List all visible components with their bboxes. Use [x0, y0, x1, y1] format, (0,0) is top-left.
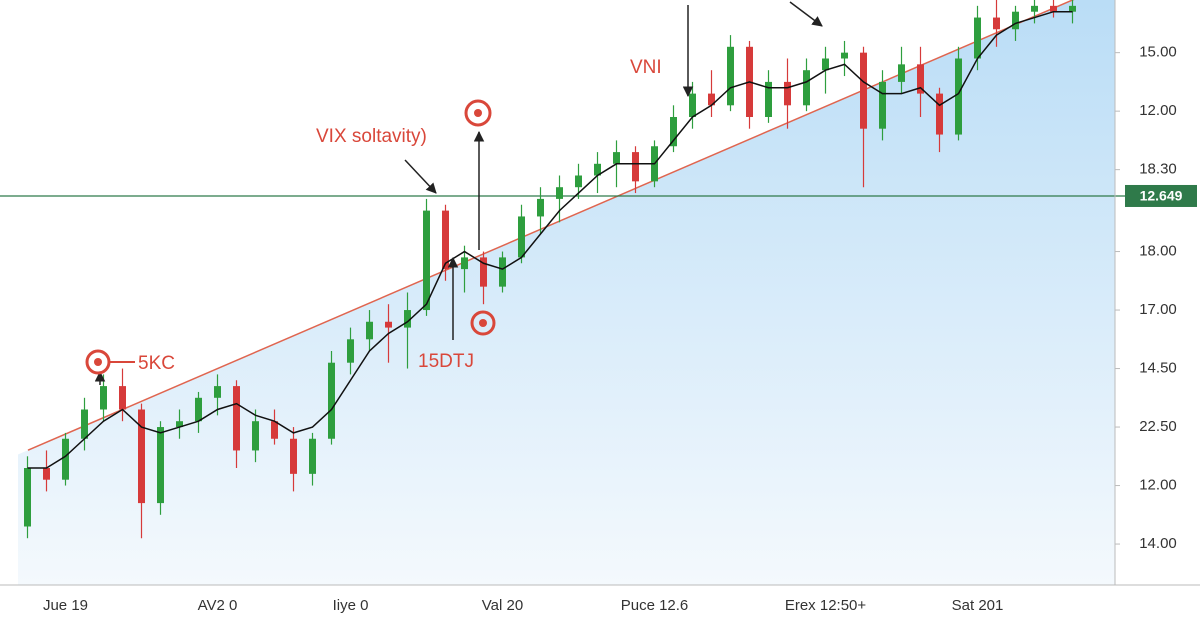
y-tick-label: 22.50 — [1139, 418, 1177, 435]
candle-body — [442, 210, 449, 270]
candle-body — [518, 216, 525, 258]
candle-body — [1012, 11, 1019, 30]
annotation: VIX soltavity) — [316, 126, 427, 147]
annotation-markers — [85, 1, 823, 385]
candle-body — [784, 81, 791, 106]
candle-body — [480, 257, 487, 287]
x-tick-label: Puce 12.6 — [621, 597, 689, 614]
candle-body — [594, 163, 601, 176]
candle-body — [765, 81, 772, 117]
moving-average — [27, 10, 1073, 469]
candle-body — [404, 310, 411, 328]
candle-body — [366, 321, 373, 340]
candle-body — [879, 81, 886, 129]
candle-body — [898, 64, 905, 82]
y-tick-label: 17.00 — [1139, 301, 1177, 318]
candle-body — [822, 58, 829, 71]
candle-body — [917, 64, 924, 94]
candle-body — [385, 321, 392, 328]
x-tick-label: Jue 19 — [43, 597, 88, 614]
y-tick-label: 14.00 — [1139, 535, 1177, 552]
candle-body — [860, 52, 867, 129]
candle-body — [803, 70, 810, 106]
arrow — [789, 1, 823, 27]
candle-body — [157, 427, 164, 504]
candle-body — [252, 421, 259, 451]
price-label-box — [1125, 184, 1197, 207]
candle-body — [328, 362, 335, 439]
candle-body — [24, 468, 31, 527]
candle-body — [271, 421, 278, 439]
candle-body — [974, 17, 981, 59]
candle-body — [1050, 5, 1057, 12]
candle-body — [81, 409, 88, 439]
x-tick-label: Iiye 0 — [333, 597, 369, 614]
target-icon — [85, 349, 111, 375]
candle-body — [309, 438, 316, 474]
candle-body — [138, 409, 145, 504]
candle-body — [214, 386, 221, 398]
candle-body — [841, 52, 848, 59]
candle-body — [461, 257, 468, 270]
candle-body — [575, 175, 582, 188]
target-icon — [470, 310, 496, 336]
candle-body — [233, 386, 240, 451]
x-tick-label: Sat 201 — [952, 597, 1004, 614]
candle-body — [43, 468, 50, 480]
candle-body — [62, 438, 69, 480]
x-tick-label: Val 20 — [482, 597, 523, 614]
candle-body — [537, 198, 544, 217]
arrow — [404, 159, 437, 194]
candle-body — [1069, 5, 1076, 12]
candle-body — [708, 93, 715, 106]
y-tick-label: 18.30 — [1139, 161, 1177, 178]
annotation: 15DTJ — [418, 351, 474, 372]
candle-body — [727, 46, 734, 106]
candle-body — [955, 58, 962, 135]
y-tick-label: 12.00 — [1139, 102, 1177, 119]
x-tick-label: AV2 0 — [198, 597, 238, 614]
y-tick-label: 15.00 — [1139, 44, 1177, 61]
trendline — [27, 0, 1075, 451]
candle-body — [176, 421, 183, 428]
candle-body — [1031, 5, 1038, 12]
candle-body — [936, 93, 943, 135]
candle-body — [632, 152, 639, 182]
candle-body — [670, 117, 677, 147]
candle-body — [556, 187, 563, 199]
annotation: 5KC — [138, 353, 175, 374]
candle-body — [423, 210, 430, 311]
annotation: VNI — [630, 57, 662, 78]
candle-body — [993, 17, 1000, 30]
y-tick-label: 12.00 — [1139, 477, 1177, 494]
candle-body — [613, 152, 620, 164]
y-tick-label: 14.50 — [1139, 360, 1177, 377]
price-label: 12.649 — [1140, 188, 1183, 204]
candle-body — [119, 386, 126, 410]
target-icon — [464, 99, 492, 127]
candle-body — [499, 257, 506, 287]
y-tick-label: 18.00 — [1139, 243, 1177, 260]
candle-body — [195, 397, 202, 422]
candle-body — [100, 386, 107, 410]
candle-body — [689, 93, 696, 117]
x-tick-label: Erex 12:50+ — [785, 597, 867, 614]
candle-body — [290, 438, 297, 474]
candle-body — [347, 339, 354, 363]
